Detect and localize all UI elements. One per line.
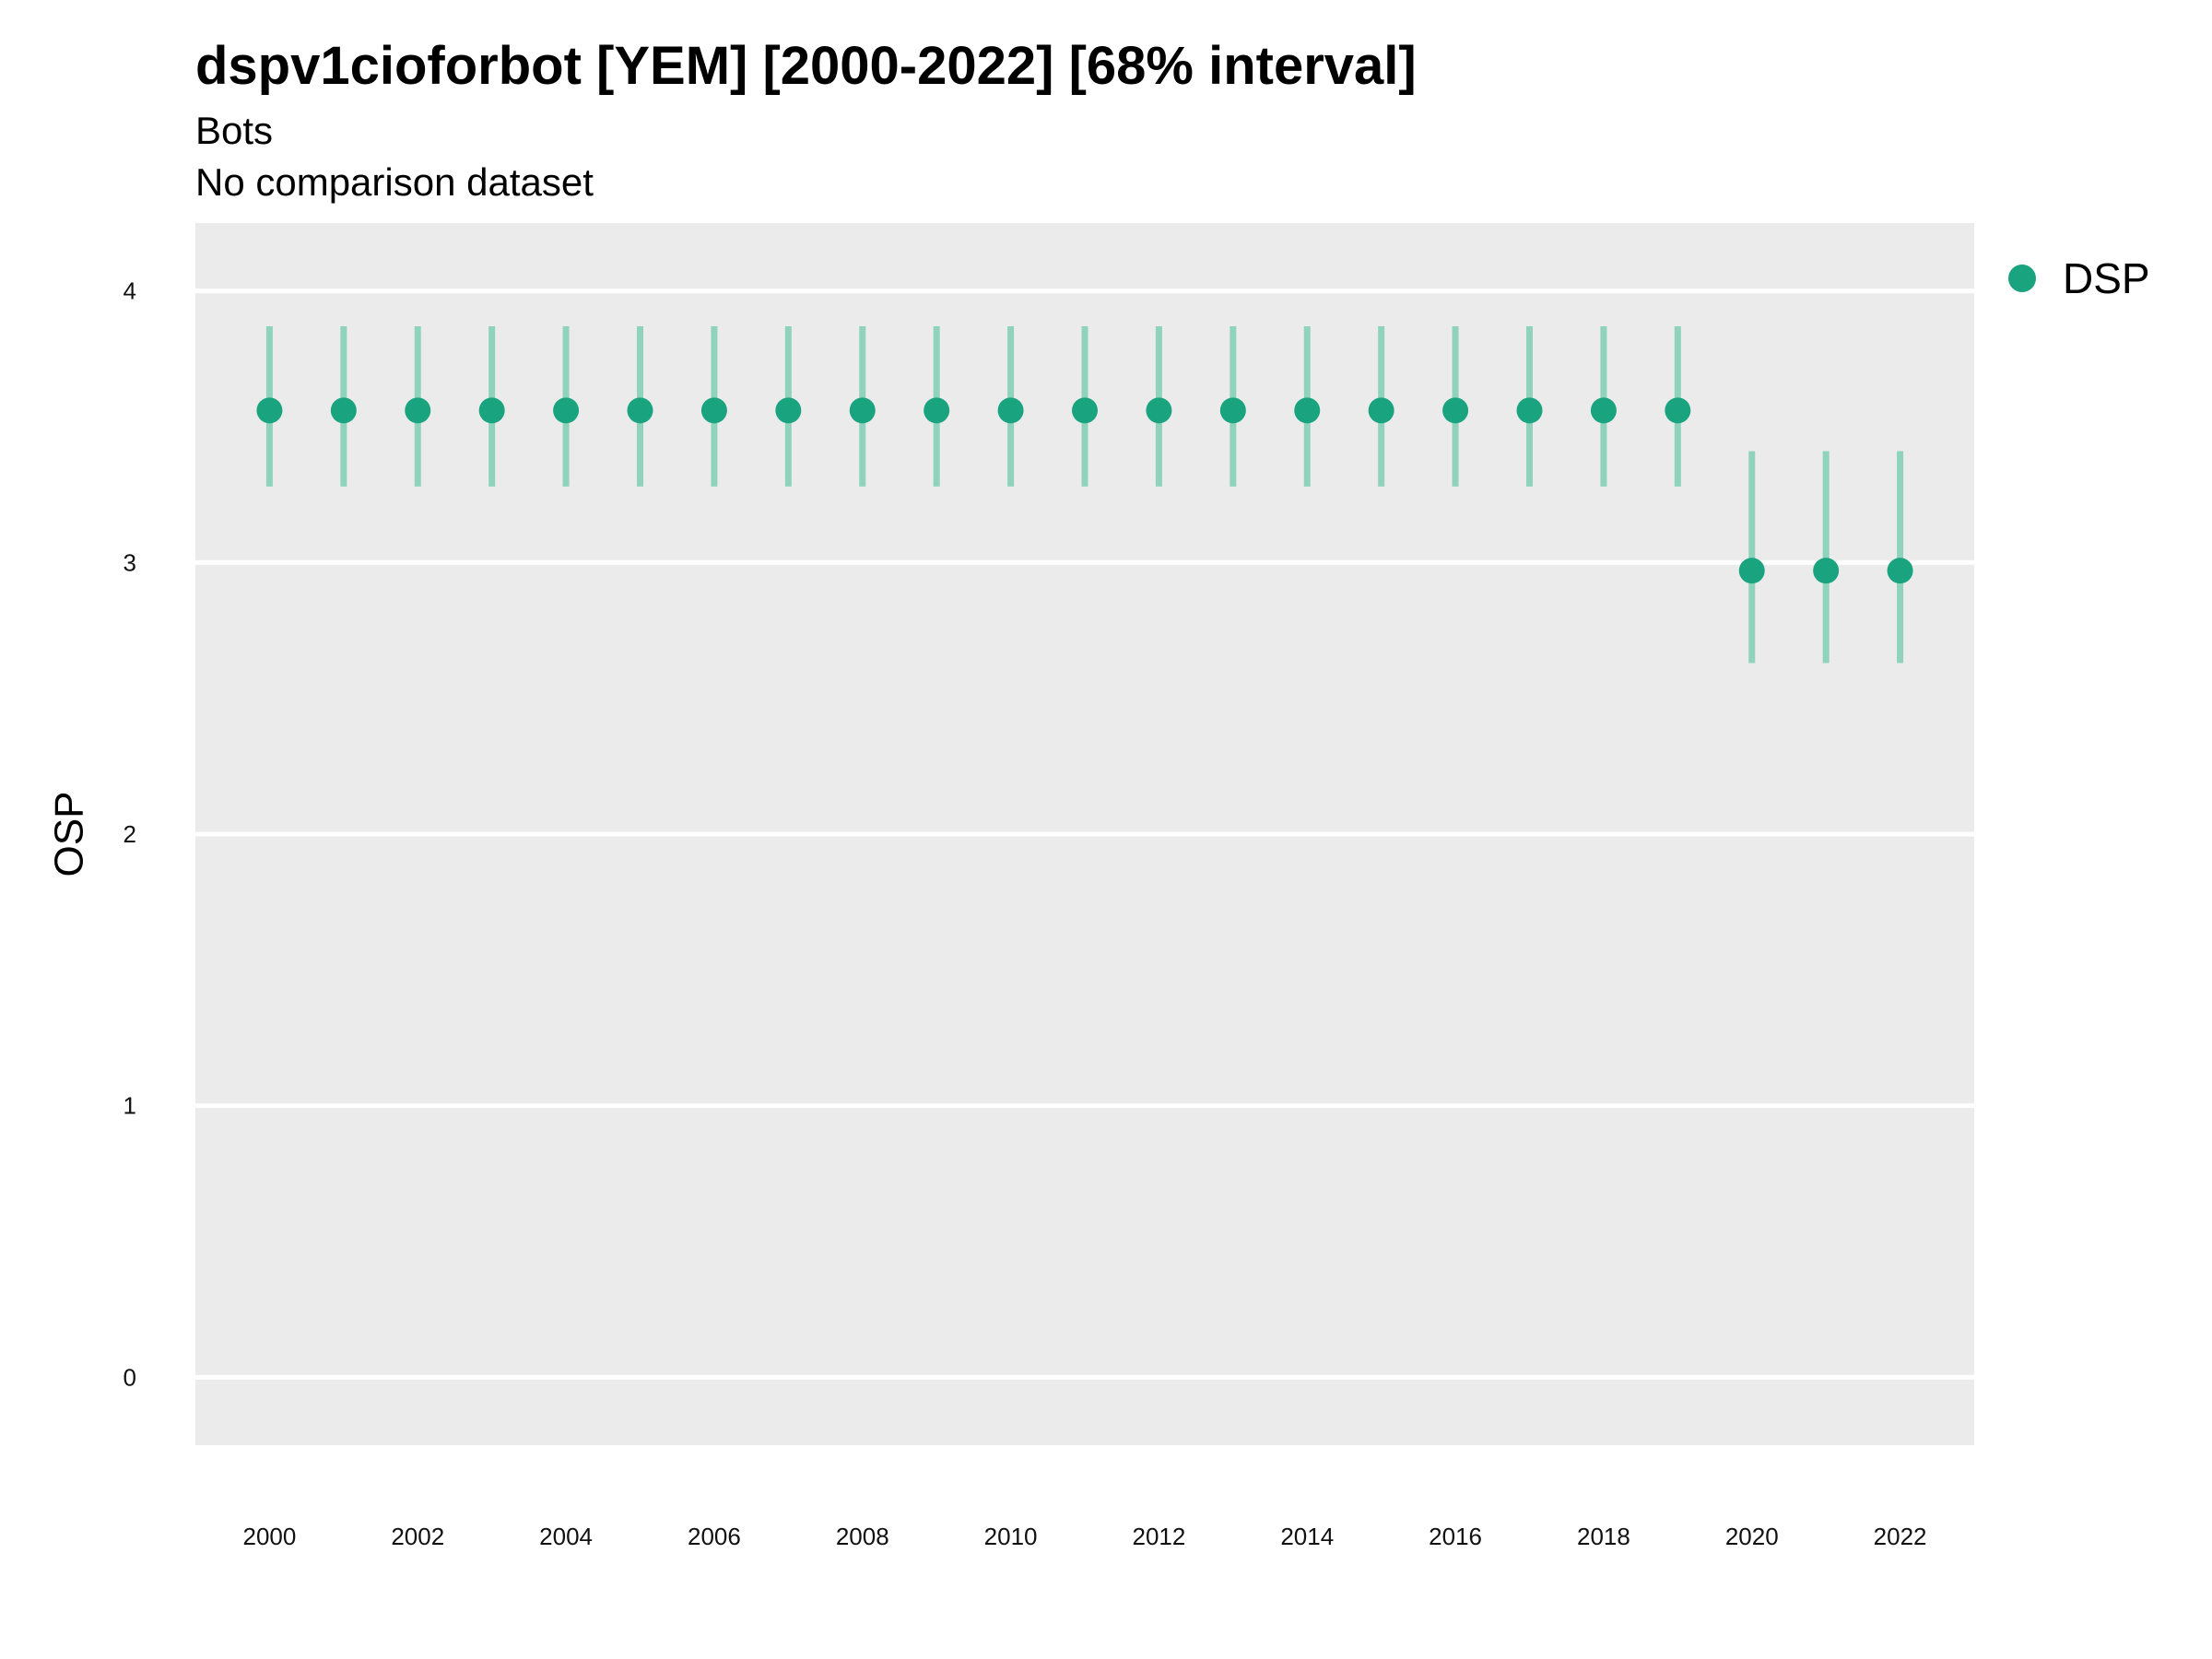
point-2000: [256, 397, 283, 424]
y-tick-label: 3: [124, 548, 136, 576]
chart-subtitle-comparison: No comparison dataset: [195, 160, 594, 204]
data-points: [256, 397, 1913, 584]
point-2017: [1516, 397, 1543, 424]
chart-title: dspv1cioforbot [YEM] [2000-2022] [68% in…: [195, 36, 1417, 96]
point-2018: [1590, 397, 1617, 424]
x-tick-label: 2016: [1429, 1523, 1482, 1550]
x-tick-label: 2006: [688, 1523, 741, 1550]
point-2015: [1368, 397, 1394, 424]
point-2021: [1813, 558, 1840, 584]
point-2002: [405, 397, 431, 424]
x-tick-label: 2018: [1577, 1523, 1630, 1550]
point-2016: [1442, 397, 1469, 424]
legend-label-dsp: DSP: [2063, 254, 2150, 302]
point-2001: [330, 397, 357, 424]
legend: DSP: [2008, 254, 2150, 302]
y-tick-label: 1: [124, 1092, 136, 1120]
point-2014: [1294, 397, 1321, 424]
x-tick-label: 2012: [1132, 1523, 1185, 1550]
point-2004: [553, 397, 580, 424]
point-2008: [849, 397, 876, 424]
point-2013: [1219, 397, 1246, 424]
x-tick-label: 2008: [836, 1523, 889, 1550]
point-2005: [627, 397, 653, 424]
y-tick-label: 0: [124, 1363, 136, 1391]
x-tick-label: 2004: [539, 1523, 593, 1550]
chart-subtitle: Bots: [195, 109, 274, 152]
x-tick-label: 2014: [1280, 1523, 1334, 1550]
y-tick-label: 2: [124, 820, 136, 848]
point-2011: [1072, 397, 1098, 424]
y-axis-ticks: 0 1 2 3 4: [124, 277, 136, 1392]
point-2022: [1887, 558, 1913, 584]
y-axis-title: OSP: [47, 792, 92, 877]
x-axis-ticks: 2000 2002 2004 2006 2008 2010 2012 2014 2016 2018…: [242, 1523, 1926, 1550]
point-2009: [924, 397, 950, 424]
point-2010: [997, 397, 1024, 424]
x-tick-label: 2002: [391, 1523, 444, 1550]
legend-key-dsp: [2008, 265, 2036, 292]
point-2012: [1146, 397, 1172, 424]
point-2007: [775, 397, 802, 424]
x-tick-label: 2020: [1725, 1523, 1779, 1550]
y-tick-label: 4: [124, 277, 136, 305]
point-2020: [1738, 558, 1765, 584]
point-2006: [700, 397, 727, 424]
gridlines: [195, 288, 1974, 1380]
x-tick-label: 2022: [1874, 1523, 1927, 1550]
point-2003: [478, 397, 505, 424]
x-tick-label: 2000: [242, 1523, 296, 1550]
point-2019: [1665, 397, 1691, 424]
x-tick-label: 2010: [984, 1523, 1038, 1550]
